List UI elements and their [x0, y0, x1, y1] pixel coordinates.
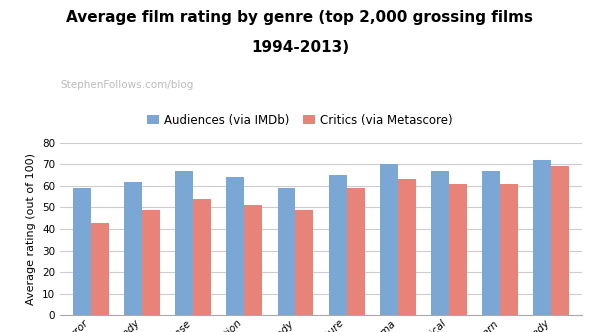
Bar: [193, 199, 211, 315]
Bar: [226, 177, 244, 315]
Bar: [347, 188, 365, 315]
Bar: [380, 164, 398, 315]
Bar: [551, 166, 569, 315]
Bar: [295, 210, 313, 315]
Bar: [449, 184, 467, 315]
Bar: [533, 160, 551, 315]
Bar: [91, 222, 109, 315]
Bar: [142, 210, 160, 315]
Bar: [124, 182, 142, 315]
Bar: [398, 179, 416, 315]
Legend: Audiences (via IMDb), Critics (via Metascore): Audiences (via IMDb), Critics (via Metas…: [143, 109, 457, 131]
Text: 1994-2013): 1994-2013): [251, 40, 349, 55]
Bar: [73, 188, 91, 315]
Bar: [329, 175, 347, 315]
Bar: [482, 171, 500, 315]
Bar: [500, 184, 518, 315]
Text: StephenFollows.com/blog: StephenFollows.com/blog: [60, 80, 193, 90]
Bar: [278, 188, 295, 315]
Text: Average film rating by genre (top 2,000 grossing films: Average film rating by genre (top 2,000 …: [67, 10, 533, 25]
Bar: [431, 171, 449, 315]
Y-axis label: Average rating (out of 100): Average rating (out of 100): [26, 153, 37, 305]
Bar: [175, 171, 193, 315]
Bar: [244, 205, 262, 315]
